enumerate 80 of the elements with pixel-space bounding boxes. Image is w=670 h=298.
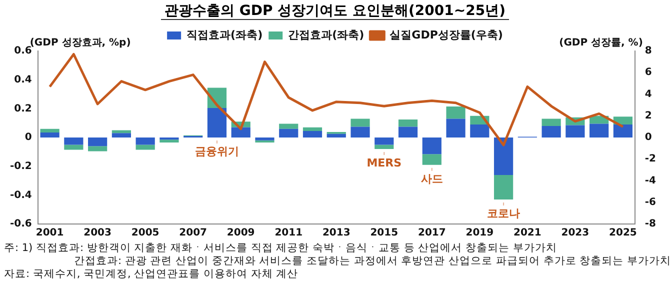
bar [207, 108, 227, 138]
bar [64, 138, 84, 145]
y2-tick-label: -2 [644, 154, 656, 165]
x-tick-label: 2009 [226, 228, 255, 239]
annotation: MERS [366, 156, 402, 170]
y-tick-label: 0.6 [14, 46, 32, 57]
y2-tick-label: -4 [644, 175, 656, 186]
bar [326, 134, 346, 138]
y-tick-label: 0 [24, 132, 32, 144]
bar [88, 138, 108, 146]
y2-tick-label: 6 [644, 67, 652, 78]
bar [422, 138, 442, 154]
legend-label: 실질GDP성장률(우축) [390, 28, 503, 42]
bar [64, 144, 84, 150]
bar [302, 131, 322, 138]
bar [566, 125, 585, 138]
bar [112, 133, 131, 138]
x-tick-label: 2001 [36, 228, 64, 239]
y2-tick-label: -6 [644, 196, 656, 208]
annotation: 사드 [420, 172, 443, 186]
x-tick-label: 2005 [131, 228, 160, 239]
y-tick-label: -0.4 [10, 190, 32, 201]
bar [40, 132, 60, 138]
y2-axis-title: (GDP 성장률, %) [559, 38, 643, 49]
x-tick-label: 2023 [561, 228, 590, 239]
bar [255, 140, 274, 143]
bar [40, 128, 60, 132]
bar [494, 138, 514, 175]
bar [542, 118, 561, 126]
y2-tick-label: -8 [644, 218, 656, 230]
bar [279, 128, 298, 138]
text: 주: 1) 직접효과: 방한객이 지출한 재화ㆍ서비스를 직접 제공한 숙박ㆍ음식ㆍ교통 등 산업에서 창출되는 부가가치 [4, 242, 558, 255]
bar [470, 124, 490, 138]
bar [374, 144, 394, 150]
bar [279, 124, 298, 129]
y-tick-label: -0.2 [10, 160, 32, 172]
bar [398, 126, 418, 138]
x-tick-label: 2019 [466, 228, 494, 239]
bar [350, 126, 370, 138]
y-tick-label: -0.6 [10, 218, 32, 230]
bar [374, 138, 394, 145]
bar [136, 138, 155, 145]
x-tick-label: 2025 [609, 228, 637, 239]
bar [590, 124, 609, 138]
text: 자료: 국제수지, 국민계정, 산업연관표를 이용하여 자체 계산 [4, 268, 300, 281]
x-tick-label: 2013 [322, 228, 350, 239]
annotation: 코로나 [487, 206, 520, 220]
y-tick-label: 0.2 [14, 103, 32, 114]
bar [231, 127, 250, 138]
bar [160, 140, 179, 143]
annotation: 금융위기 [194, 144, 239, 158]
bar [255, 138, 274, 140]
x-tick-label: 2017 [418, 228, 446, 239]
x-tick-label: 2007 [179, 228, 208, 239]
x-tick-label: 2011 [274, 228, 303, 239]
y2-tick-label: 2 [644, 110, 652, 122]
bar [542, 126, 561, 138]
y-axis-title: (GDP 성장효과, %p) [30, 38, 131, 49]
y-tick-label: 0.4 [14, 74, 32, 86]
bar [88, 146, 108, 152]
bar [613, 124, 633, 138]
x-tick-label: 2003 [84, 228, 112, 239]
bar [302, 127, 322, 132]
y2-tick-label: 0 [644, 132, 652, 144]
bar [446, 118, 466, 138]
x-tick-label: 2015 [370, 228, 398, 239]
legend-label: 간접효과(좌축) [288, 28, 364, 42]
y2-tick-label: 8 [644, 46, 652, 57]
x-tick-label: 2021 [514, 228, 542, 239]
y2-tick-label: 4 [644, 88, 652, 100]
text: 간접효과: 관광 관련 산업이 중간재와 서비스를 조달하는 과정에서 후방연관 산업으로 파급되어 추가로 창출되는 부가가치 [73, 255, 670, 268]
bar [446, 106, 466, 119]
bar [494, 174, 514, 200]
bar [136, 144, 155, 150]
bar [398, 119, 418, 127]
bar [350, 118, 370, 127]
bar [613, 116, 633, 125]
legend-label: 직접효과(좌축) [186, 28, 263, 42]
bar [422, 154, 442, 165]
chart-title: 관광수출의 GDP 성장기여도 요인분해(2001~25년) [160, 3, 510, 20]
